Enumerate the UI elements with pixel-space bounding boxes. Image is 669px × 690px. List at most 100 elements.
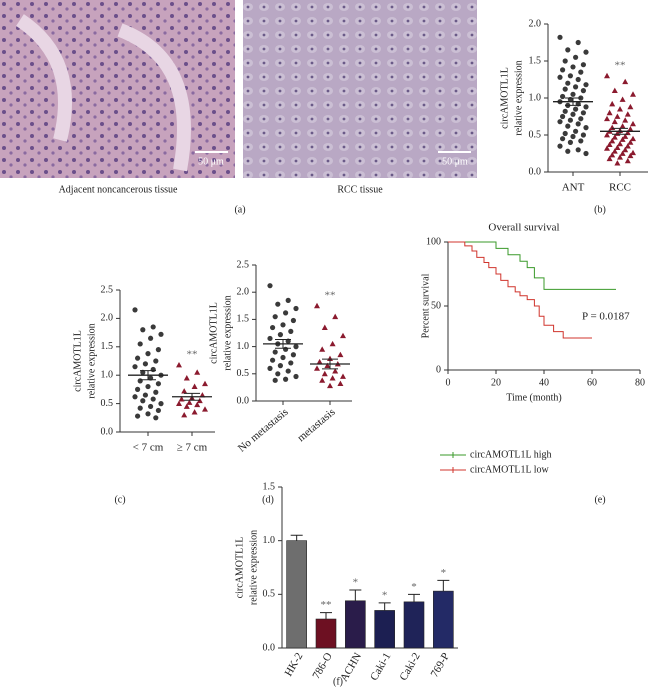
y-tick-label: 0.5 [263, 589, 276, 600]
data-point [575, 76, 581, 83]
bar [345, 600, 366, 649]
data-point [158, 331, 164, 337]
data-point [132, 307, 138, 313]
x-tick-label: ≥ 7 cm [177, 442, 208, 454]
data-point [140, 327, 146, 333]
panel-label: (a) [234, 204, 245, 215]
data-point [199, 392, 206, 398]
data-point [150, 366, 156, 373]
data-point [619, 136, 626, 142]
x-tick-label: 20 [491, 377, 501, 388]
data-point [578, 116, 584, 122]
data-point [145, 351, 151, 357]
data-point [340, 373, 346, 379]
y-axis-label: circAMOTL1L [72, 330, 83, 392]
data-point [617, 154, 623, 160]
y-tick-label: 1.5 [237, 314, 250, 325]
data-point [565, 47, 571, 53]
caption: RCC tissue [337, 184, 383, 195]
data-point [142, 361, 148, 367]
error-bar [290, 534, 303, 541]
data-point [606, 155, 613, 162]
data-point [337, 380, 344, 386]
data-point [619, 96, 626, 102]
y-tick-label: 1.5 [263, 481, 276, 492]
data-point [604, 72, 610, 79]
data-point [288, 360, 294, 366]
data-point [181, 388, 188, 394]
data-point [321, 370, 328, 377]
data-point [611, 148, 618, 154]
data-point [557, 74, 563, 80]
data-point [583, 125, 589, 131]
data-point [176, 400, 182, 406]
data-point [314, 365, 320, 371]
error-bar [565, 97, 581, 106]
tissue-structure [15, 14, 191, 172]
data-point [614, 113, 621, 119]
data-point [565, 123, 571, 129]
data-point [283, 310, 289, 316]
data-point [319, 346, 326, 352]
panel-label: (e) [594, 494, 605, 505]
data-point [186, 399, 193, 405]
error-bar [320, 612, 332, 620]
x-tick-label: ACHN [338, 651, 364, 684]
panel-a: 50 μm 50 μm Adjacent noncancerous tissue… [0, 0, 477, 215]
tissue-image [243, 0, 477, 178]
data-point [285, 297, 291, 303]
data-point [614, 160, 621, 166]
data-point [622, 117, 629, 123]
survival-curve [448, 241, 592, 339]
data-point [194, 401, 201, 408]
y-tick-label: 0.0 [237, 395, 250, 406]
data-point [565, 148, 571, 154]
data-point [565, 80, 571, 86]
data-point [611, 118, 618, 125]
data-point [202, 406, 208, 412]
data-point [580, 110, 587, 116]
y-axis-label: circAMOTL1L [499, 67, 510, 129]
data-point [573, 54, 579, 60]
y-tick-label: 2.5 [237, 259, 250, 270]
data-point [557, 143, 563, 149]
data-point [183, 375, 190, 381]
data-point [137, 405, 143, 411]
data-point [560, 113, 566, 120]
p-value: P = 0.0187 [582, 311, 630, 323]
y-tick-label: 0.5 [529, 129, 542, 140]
data-point [624, 143, 631, 149]
y-axis-label: Percent survival [420, 273, 431, 338]
data-point [570, 111, 576, 117]
data-point [578, 138, 584, 144]
data-point [293, 305, 299, 312]
y-tick-label: 100 [426, 236, 441, 247]
y-tick-label: 2.0 [237, 286, 250, 297]
data-point [142, 392, 148, 398]
y-tick-label: 0 [436, 364, 441, 375]
data-point [319, 377, 326, 383]
x-tick-label: No metastasis [236, 406, 291, 455]
data-point [573, 84, 579, 90]
data-point [583, 104, 589, 110]
data-point [150, 396, 156, 402]
y-tick-label: 1.0 [263, 535, 276, 546]
bar [433, 590, 454, 649]
data-point [329, 375, 336, 381]
x-tick-label: 769-P [429, 651, 453, 680]
data-point [148, 335, 154, 341]
data-point [267, 365, 273, 371]
data-point [183, 403, 190, 409]
error-bar [378, 602, 391, 611]
data-point [277, 332, 283, 338]
x-tick-label: 40 [539, 377, 549, 388]
data-point [560, 136, 566, 142]
data-point [340, 332, 346, 339]
y-tick-label: 0.0 [263, 642, 276, 653]
y-tick-label: 2.5 [101, 284, 114, 295]
x-tick-label: 0 [446, 377, 451, 388]
error-bar [349, 589, 362, 601]
data-point [280, 322, 286, 328]
data-point [583, 82, 589, 88]
y-axis-label: relative expression [248, 530, 259, 605]
